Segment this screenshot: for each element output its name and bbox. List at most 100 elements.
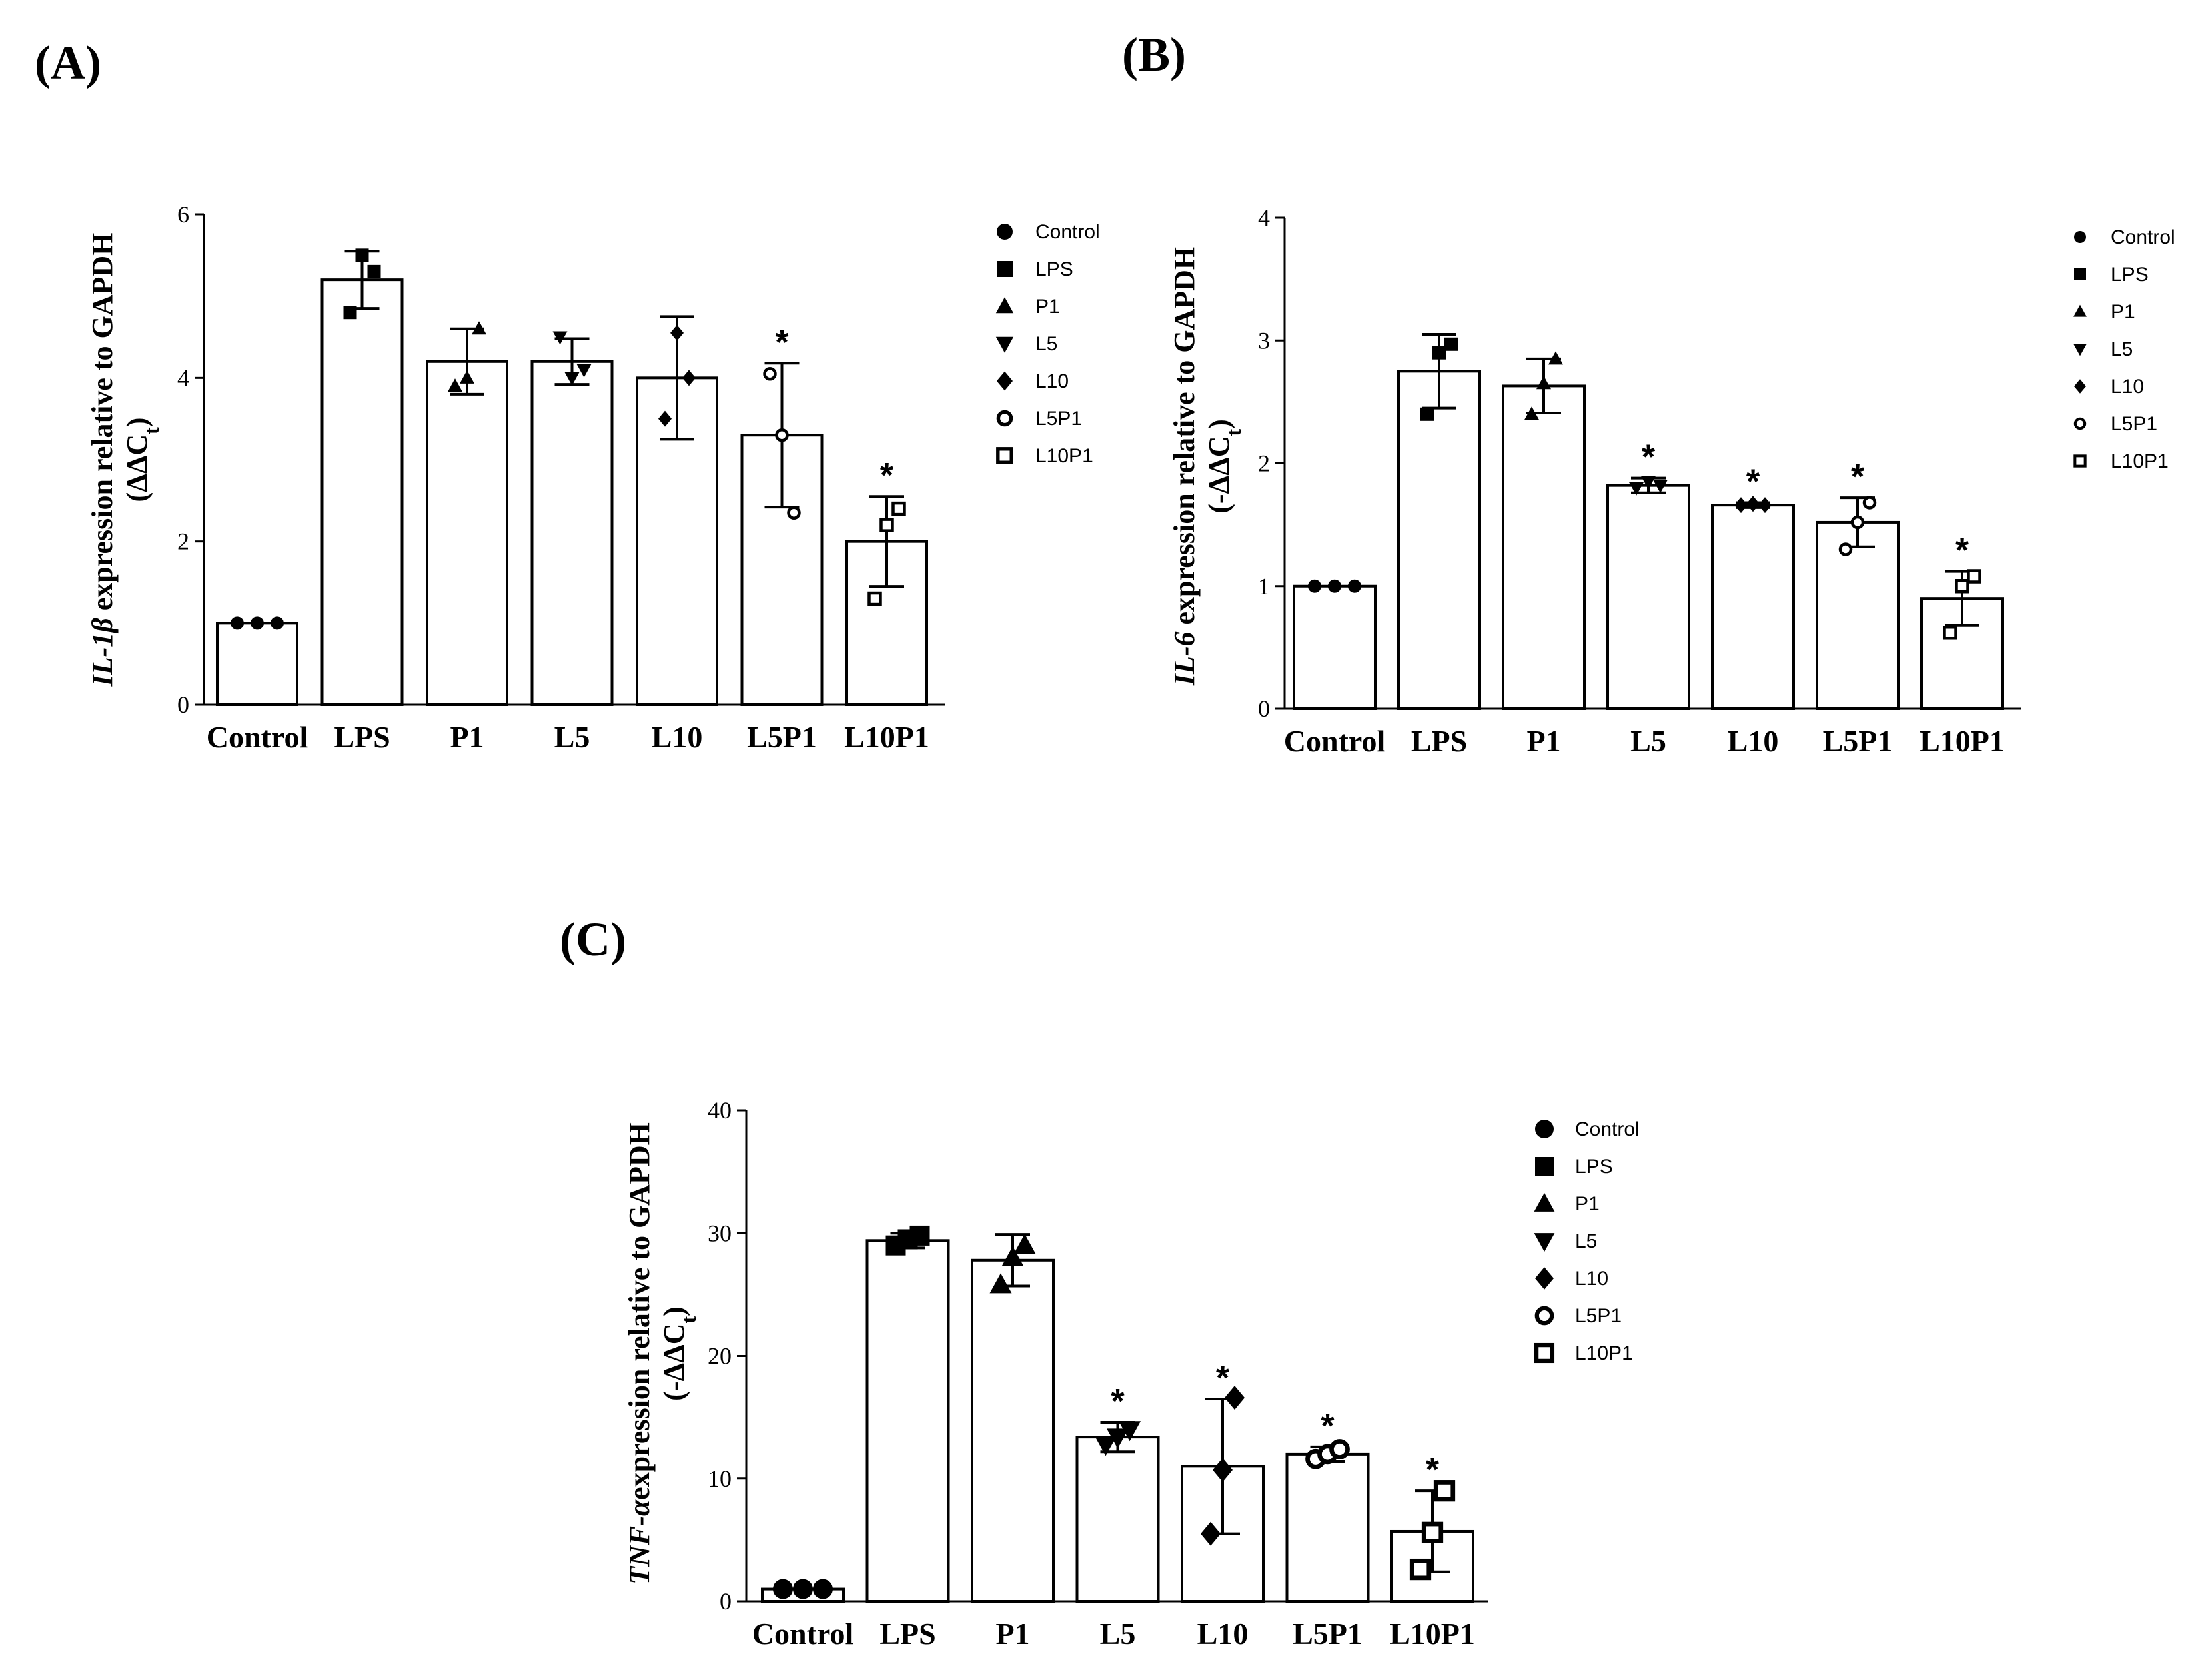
data-point — [867, 591, 882, 606]
legend-label: L5 — [2111, 338, 2133, 360]
data-point — [1308, 579, 1321, 593]
data-point — [1653, 480, 1668, 494]
data-point — [1201, 1521, 1221, 1546]
data-point — [1348, 579, 1361, 593]
data-point — [1746, 496, 1760, 512]
y-axis-units-text: (-ΔΔC — [1203, 436, 1235, 514]
legend-label: L10P1 — [1575, 1342, 1633, 1364]
data-point — [1862, 496, 1877, 510]
bar-l5p1 — [1816, 520, 1900, 710]
y-tick-label: 4 — [1258, 205, 1270, 231]
bar-lps — [865, 1239, 950, 1603]
bar-control — [1293, 584, 1377, 710]
data-point — [1225, 1386, 1245, 1410]
legend-label: P1 — [1035, 296, 1060, 318]
y-tick-label: 2 — [1258, 450, 1270, 477]
y-axis-units-subscript: t — [1221, 429, 1245, 436]
bar-l5 — [1075, 1436, 1160, 1603]
legend-marker — [997, 261, 1013, 277]
legend-label: L5P1 — [2111, 413, 2157, 435]
x-tick-label: L5P1 — [1823, 724, 1893, 758]
data-point — [1444, 337, 1458, 351]
x-tick-label: L10 — [1197, 1617, 1249, 1651]
bar-control — [216, 622, 298, 706]
data-point — [1107, 1428, 1129, 1449]
data-point — [891, 501, 906, 516]
x-tick-label: P1 — [450, 720, 484, 754]
legend-marker — [995, 297, 1014, 314]
legend-marker — [1535, 1157, 1554, 1176]
data-point — [1955, 579, 1969, 594]
legend-label: Control — [1575, 1118, 1640, 1140]
y-axis-label-units: (ΔΔCt) — [121, 418, 163, 502]
legend-marker — [1535, 1267, 1554, 1290]
x-tick-label: Control — [752, 1617, 854, 1651]
legend-label: L10 — [1035, 370, 1069, 392]
data-point — [793, 1579, 813, 1599]
data-point — [1758, 497, 1772, 514]
legend-marker — [996, 447, 1013, 464]
data-point — [448, 378, 462, 392]
data-point — [813, 1579, 833, 1599]
legend-label: LPS — [1575, 1156, 1613, 1178]
legend-label: P1 — [2111, 301, 2135, 323]
y-tick-label: 40 — [708, 1097, 732, 1124]
y-tick-label: 30 — [708, 1220, 732, 1246]
y-axis-label-text: expression relative to GAPDH — [623, 1122, 656, 1500]
legend-label: Control — [2111, 226, 2175, 248]
legend-label: Control — [1035, 221, 1100, 243]
x-tick-label: LPS — [1411, 724, 1467, 758]
significance-star: * — [880, 456, 894, 495]
y-axis-label-units: (-ΔΔCt) — [658, 1306, 700, 1401]
data-point — [682, 370, 696, 386]
chart-panel-1: 0 1 2 3 4 IL-6 expression relative to GAPDH (-… — [1168, 205, 2175, 758]
x-tick-label: L10P1 — [844, 720, 929, 754]
data-point — [1328, 579, 1341, 593]
significance-star: * — [1851, 458, 1865, 496]
x-tick-label: L5 — [554, 720, 590, 754]
data-point — [460, 370, 474, 384]
legend-marker — [1534, 1233, 1555, 1252]
legend-label: L10P1 — [2111, 450, 2169, 472]
data-point — [271, 616, 284, 630]
y-axis-label-units: (-ΔΔCt) — [1203, 419, 1245, 514]
data-point — [775, 428, 789, 442]
data-point — [670, 324, 684, 341]
x-tick-label: L5P1 — [1293, 1617, 1363, 1651]
x-tick-label: L10P1 — [1920, 724, 2005, 758]
data-point — [367, 264, 381, 278]
legend-marker — [2073, 454, 2087, 468]
data-point — [1095, 1436, 1117, 1456]
data-point — [658, 410, 672, 427]
x-tick-label: Control — [207, 720, 308, 754]
data-point — [1421, 1521, 1444, 1543]
legend: Control LPS P1 L5 L10 L5P1 L10P1 — [1534, 1118, 1640, 1364]
legend-marker — [996, 410, 1013, 427]
legend-label: L10 — [2111, 376, 2144, 398]
y-tick-label: 3 — [1258, 327, 1270, 354]
data-point — [1967, 569, 1981, 584]
legend-label: LPS — [1035, 258, 1073, 280]
legend-label: LPS — [2111, 264, 2149, 286]
legend-marker — [1534, 1192, 1555, 1212]
y-axis-units-close: ) — [658, 1306, 690, 1316]
y-tick-label: 2 — [177, 528, 189, 555]
significance-star: * — [1642, 438, 1656, 477]
data-point — [1641, 476, 1656, 490]
y-axis-label-gene: TNF-α — [623, 1499, 656, 1585]
data-point — [773, 1579, 793, 1599]
y-axis-units-close: ) — [1203, 419, 1235, 429]
bar-l10 — [1711, 504, 1795, 711]
chart-panel-2: 0 10 20 30 40 TNF-αexpression relative to GAP… — [623, 1097, 1640, 1651]
y-axis-label: TNF-αexpression relative to GAPDH — [623, 1122, 656, 1585]
legend-marker — [2074, 379, 2086, 394]
significance-star: * — [775, 323, 789, 362]
data-point — [879, 518, 894, 532]
data-point — [1420, 407, 1434, 421]
data-point — [1524, 406, 1539, 420]
x-tick-label: L10 — [652, 720, 703, 754]
data-point — [552, 331, 568, 345]
data-point — [1629, 482, 1644, 496]
data-point — [1409, 1558, 1432, 1581]
